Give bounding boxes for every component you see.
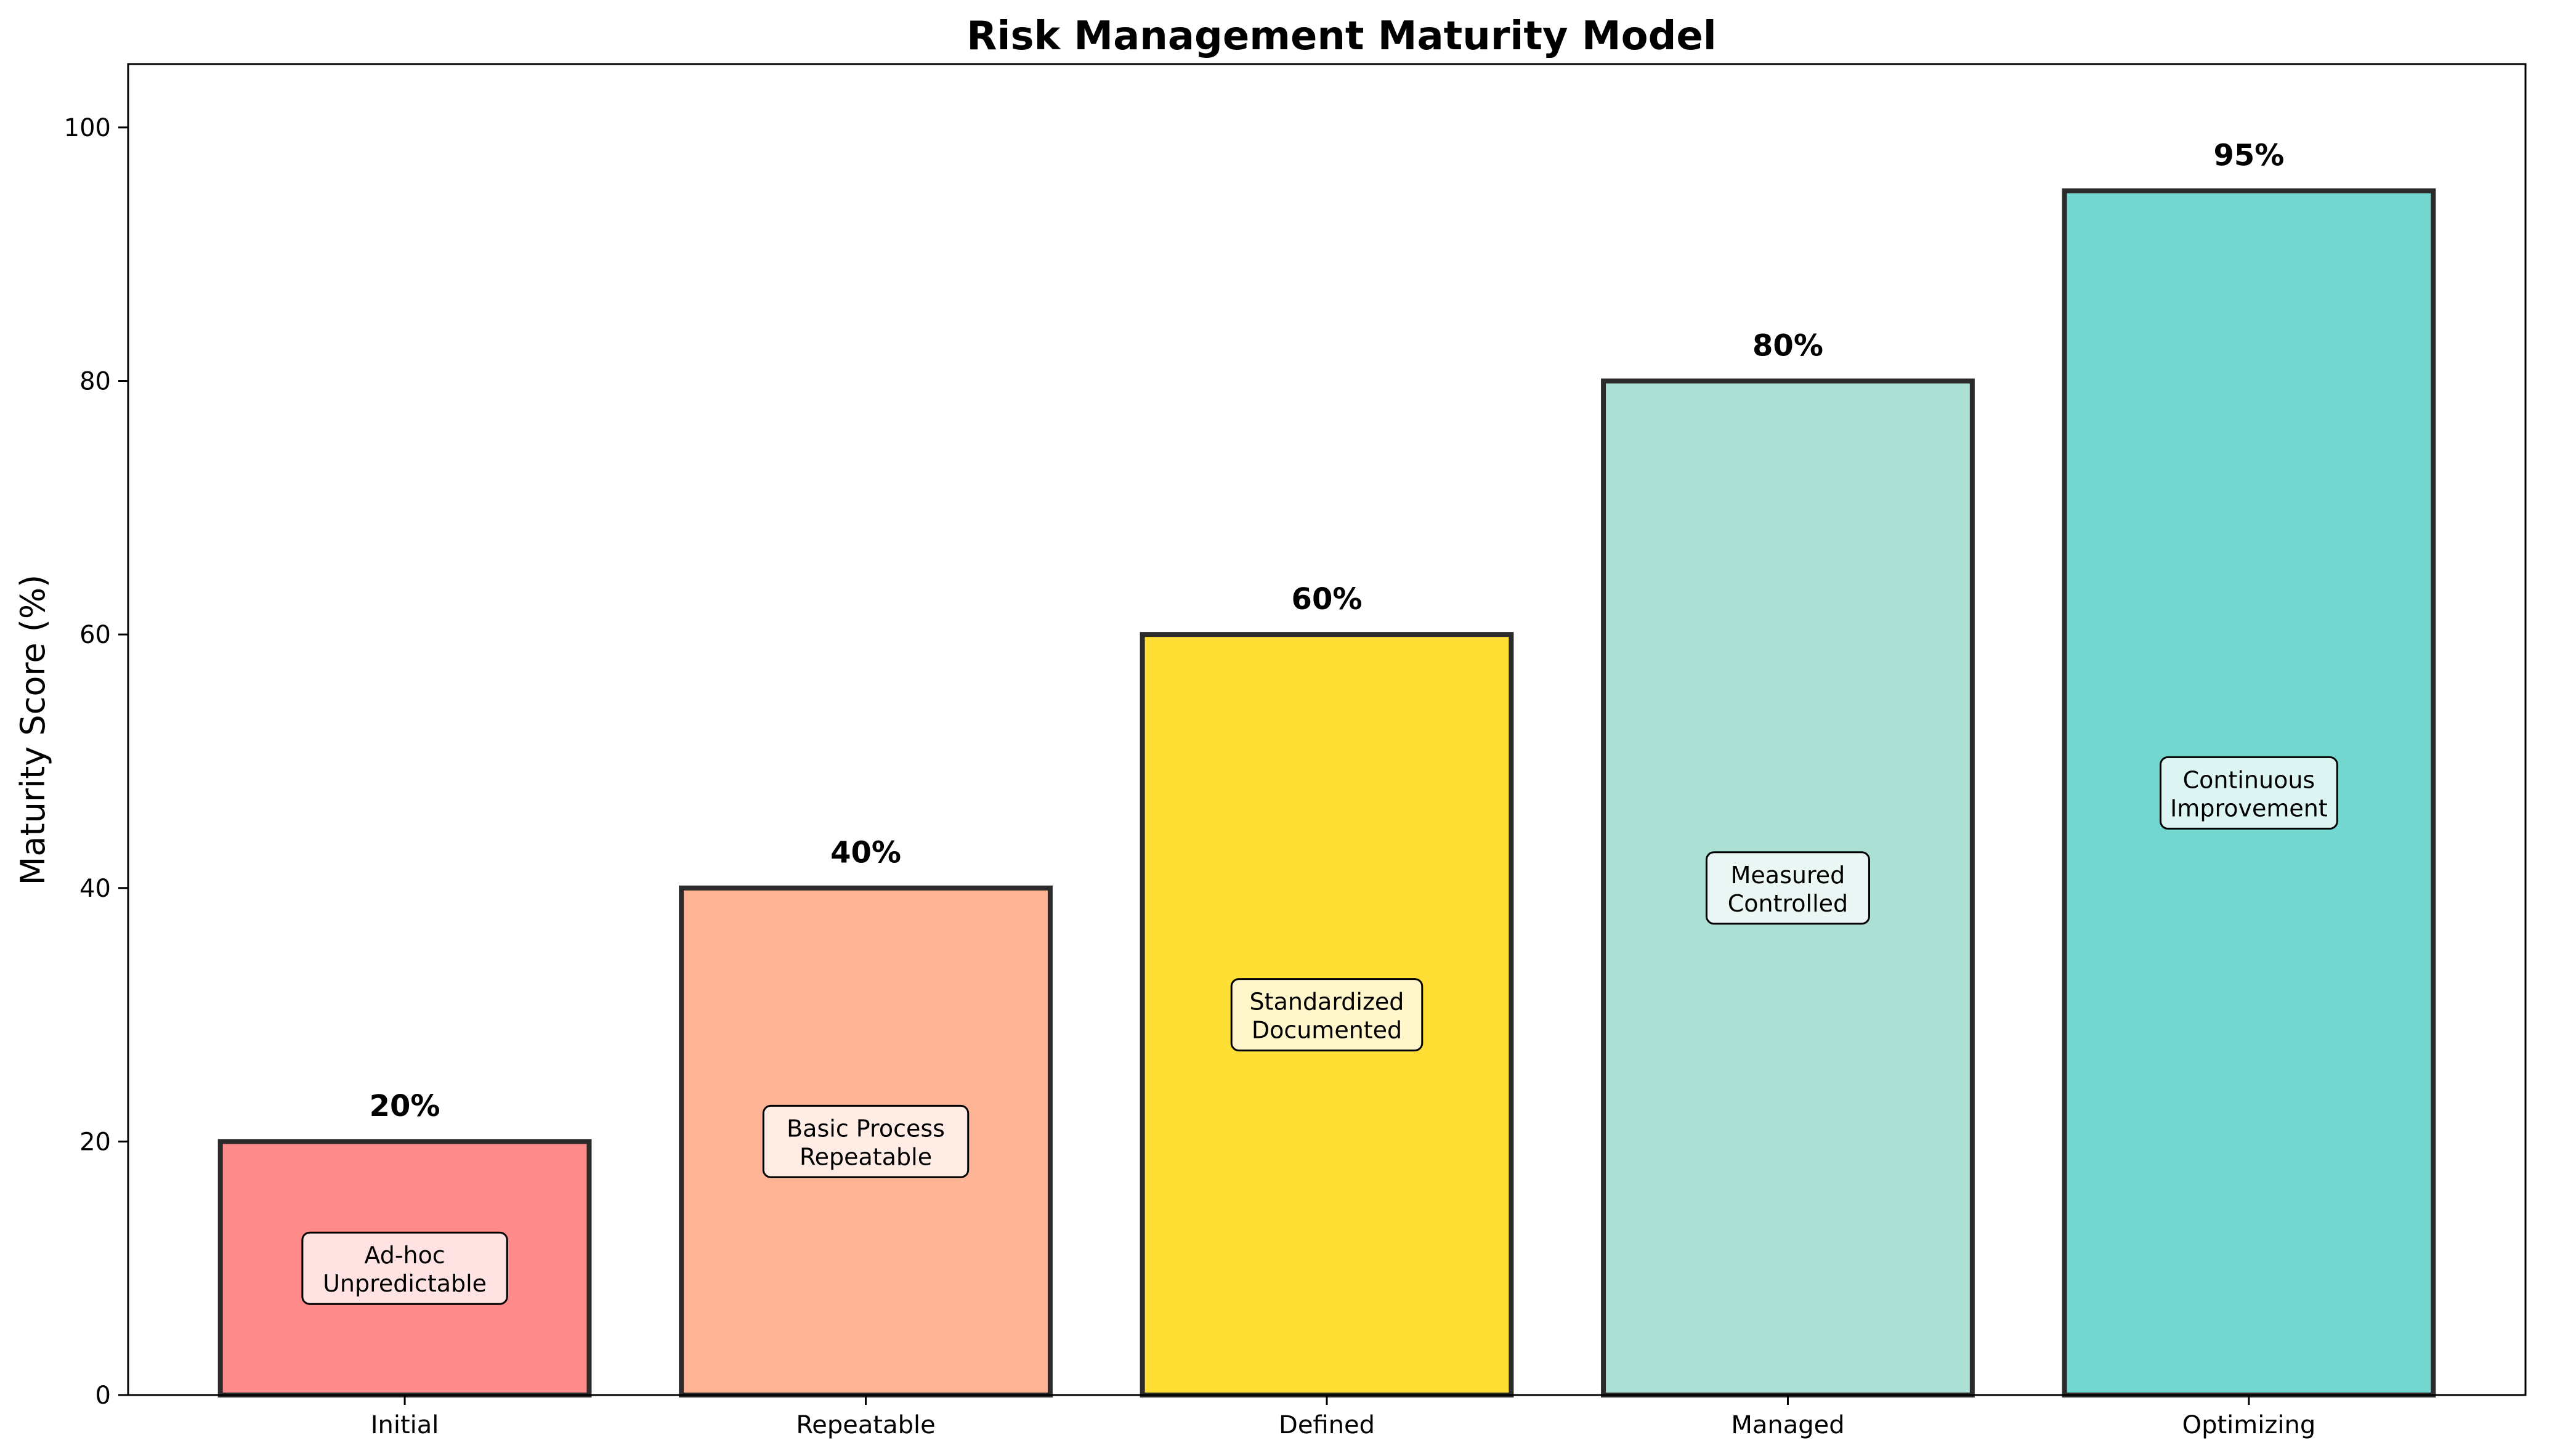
value-label: 80% <box>1752 328 1823 363</box>
stage-description-line: Ad-hoc <box>364 1242 445 1269</box>
stage-description-box <box>2160 756 2338 830</box>
x-tick-label: Initial <box>371 1411 439 1439</box>
stage-description-box <box>762 1104 970 1178</box>
y-tick-label: 0 <box>95 1381 111 1410</box>
x-tick-label: Repeatable <box>796 1411 935 1439</box>
stage-description-box <box>301 1231 508 1305</box>
stage-description-line: Unpredictable <box>323 1270 487 1297</box>
stage-description-box <box>1230 978 1424 1052</box>
stage-description-line: Documented <box>1252 1017 1402 1044</box>
value-label: 95% <box>2213 139 2284 173</box>
plot-frame <box>127 63 2527 1396</box>
y-tick-label: 60 <box>79 621 111 649</box>
y-tick-label: 20 <box>79 1128 111 1156</box>
stage-description-line: Basic Process <box>787 1115 945 1142</box>
y-tick-label: 80 <box>79 368 111 396</box>
x-tick-label: Defined <box>1279 1411 1375 1439</box>
value-label: 20% <box>370 1089 440 1123</box>
stage-description-line: Continuous <box>2183 766 2315 793</box>
value-label: 60% <box>1292 582 1363 617</box>
stage-description-line: Controlled <box>1728 890 1848 917</box>
x-tick-label: Optimizing <box>2182 1411 2316 1439</box>
stage-description-line: Improvement <box>2170 795 2328 822</box>
value-label: 40% <box>830 836 901 870</box>
y-axis-label: Maturity Score (%) <box>14 575 52 885</box>
stage-description-line: Repeatable <box>800 1143 932 1170</box>
stage-description-box <box>1705 851 1870 925</box>
y-tick-label: 40 <box>79 875 111 903</box>
stage-description-line: Measured <box>1731 862 1845 889</box>
stage-description-line: Standardized <box>1250 989 1404 1016</box>
y-tick-label: 100 <box>64 114 111 142</box>
x-tick-label: Managed <box>1731 1411 1844 1439</box>
chart-title: Risk Management Maturity Model <box>966 14 1716 59</box>
